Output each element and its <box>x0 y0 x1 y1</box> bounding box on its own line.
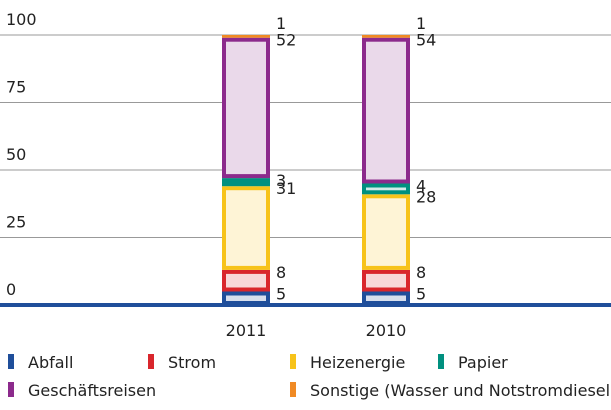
legend-label: Sonstige (Wasser und Notstromdiesel <box>310 381 610 400</box>
bar-segment <box>222 291 270 305</box>
legend-swatch <box>8 382 14 397</box>
value-label: 8 <box>276 263 286 282</box>
bar-segment <box>222 35 270 38</box>
bar-segment <box>222 186 270 270</box>
legend-swatch <box>8 354 14 369</box>
y-tick-label: 0 <box>6 280 16 299</box>
value-label: 28 <box>416 187 436 206</box>
legend-label: Papier <box>458 353 508 372</box>
y-tick-label: 100 <box>6 10 37 29</box>
legend-label: Geschäftsreisen <box>28 381 156 400</box>
legend-label: Strom <box>168 353 216 372</box>
legend-label: Abfall <box>28 353 73 372</box>
bar-segment <box>362 269 410 292</box>
value-label: 31 <box>276 179 296 198</box>
bar-segment <box>362 194 410 270</box>
bar-segment <box>222 178 270 187</box>
value-label: 3 <box>276 171 286 190</box>
value-label: 5 <box>276 285 286 304</box>
value-label: 1 <box>416 14 426 33</box>
legend-swatch <box>148 354 154 369</box>
y-tick-label: 75 <box>6 78 26 97</box>
value-label: 52 <box>276 31 296 50</box>
x-tick-label: 2010 <box>366 321 407 340</box>
bar-segment <box>222 269 270 292</box>
legend-swatch <box>290 354 296 369</box>
bar-segment <box>362 183 410 195</box>
legend-swatch <box>438 354 444 369</box>
legend-swatch <box>290 382 296 397</box>
bar-segment <box>362 291 410 305</box>
bar-segment <box>362 35 410 38</box>
value-label: 5 <box>416 285 426 304</box>
bar-segment <box>362 37 410 184</box>
value-label: 1 <box>276 14 286 33</box>
bar-segment <box>222 37 270 179</box>
value-label: 54 <box>416 31 436 50</box>
y-tick-label: 50 <box>6 145 26 164</box>
y-tick-label: 25 <box>6 213 26 232</box>
value-label: 4 <box>416 177 426 196</box>
x-tick-label: 2011 <box>226 321 267 340</box>
legend-label: Heizenergie <box>310 353 405 372</box>
value-label: 8 <box>416 263 426 282</box>
